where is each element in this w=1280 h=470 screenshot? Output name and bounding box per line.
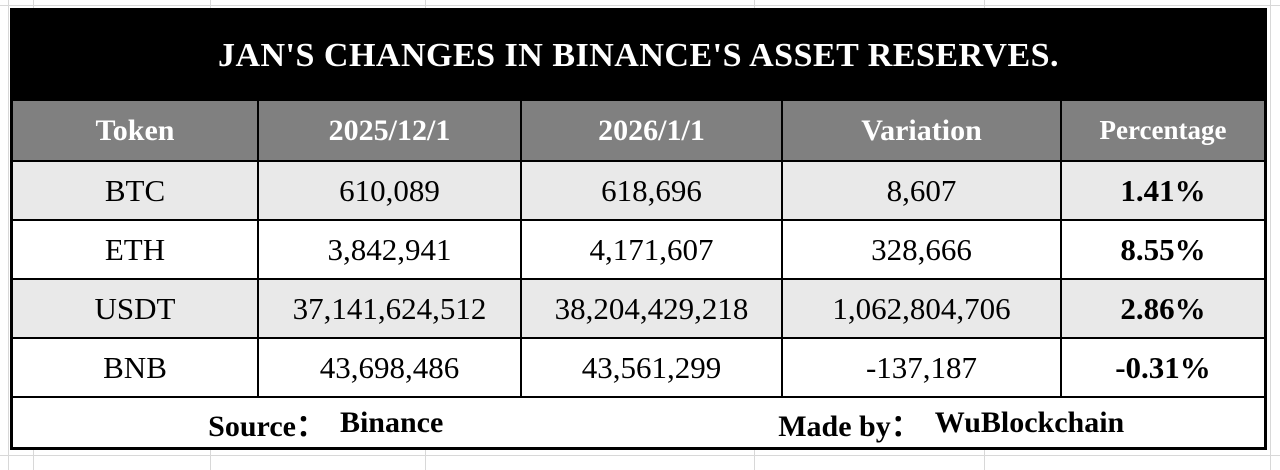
percentage-cell: 1.41%	[1120, 172, 1206, 208]
asset-reserves-table: JAN'S CHANGES IN BINANCE'S ASSET RESERVE…	[10, 8, 1267, 450]
value-cell: 43,561,299	[522, 339, 783, 396]
source-label: Source：	[208, 409, 326, 443]
header-row: Token 2025/12/1 2026/1/1 Variation Perce…	[13, 101, 1264, 160]
source-value: Binance	[339, 405, 444, 439]
made-by-value: WuBlockchain	[934, 405, 1125, 439]
token-cell: BNB	[13, 339, 259, 396]
background-gridline	[1270, 0, 1271, 470]
column-header-date-2025-12-1: 2025/12/1	[259, 101, 522, 160]
percentage-cell: 8.55%	[1120, 231, 1206, 267]
value-cell: 3,842,941	[259, 221, 522, 278]
value-cell: 37,141,624,512	[259, 280, 522, 337]
value-cell: 618,696	[522, 162, 783, 219]
background-gridline	[0, 455, 1280, 456]
column-header-date-2026-1-1: 2026/1/1	[522, 101, 783, 160]
variation-cell: 1,062,804,706	[783, 280, 1062, 337]
background-gridline	[0, 5, 1280, 6]
column-header-token: Token	[13, 101, 259, 160]
token-cell: ETH	[13, 221, 259, 278]
column-header-percentage: Percentage	[1099, 115, 1227, 145]
value-cell: 38,204,429,218	[522, 280, 783, 337]
table-title: JAN'S CHANGES IN BINANCE'S ASSET RESERVE…	[13, 11, 1264, 101]
value-cell: 610,089	[259, 162, 522, 219]
background-gridline	[8, 0, 9, 470]
table-row-btc: BTC 610,089 618,696 8,607 1.41%	[13, 160, 1264, 219]
footer-made-by: Made by： WuBlockchain	[639, 401, 1265, 445]
percentage-cell: -0.31%	[1115, 349, 1211, 385]
percentage-cell: 2.86%	[1120, 290, 1206, 326]
value-cell: 4,171,607	[522, 221, 783, 278]
footer-row: Source： Binance Made by： WuBlockchain	[13, 396, 1264, 447]
value-cell: 43,698,486	[259, 339, 522, 396]
table-row-eth: ETH 3,842,941 4,171,607 328,666 8.55%	[13, 219, 1264, 278]
made-by-label: Made by：	[778, 409, 921, 443]
footer-source: Source： Binance	[13, 401, 639, 445]
variation-cell: -137,187	[783, 339, 1062, 396]
variation-cell: 328,666	[783, 221, 1062, 278]
token-cell: USDT	[13, 280, 259, 337]
table-row-usdt: USDT 37,141,624,512 38,204,429,218 1,062…	[13, 278, 1264, 337]
column-header-variation: Variation	[783, 101, 1062, 160]
table-row-bnb: BNB 43,698,486 43,561,299 -137,187 -0.31…	[13, 337, 1264, 396]
token-cell: BTC	[13, 162, 259, 219]
variation-cell: 8,607	[783, 162, 1062, 219]
